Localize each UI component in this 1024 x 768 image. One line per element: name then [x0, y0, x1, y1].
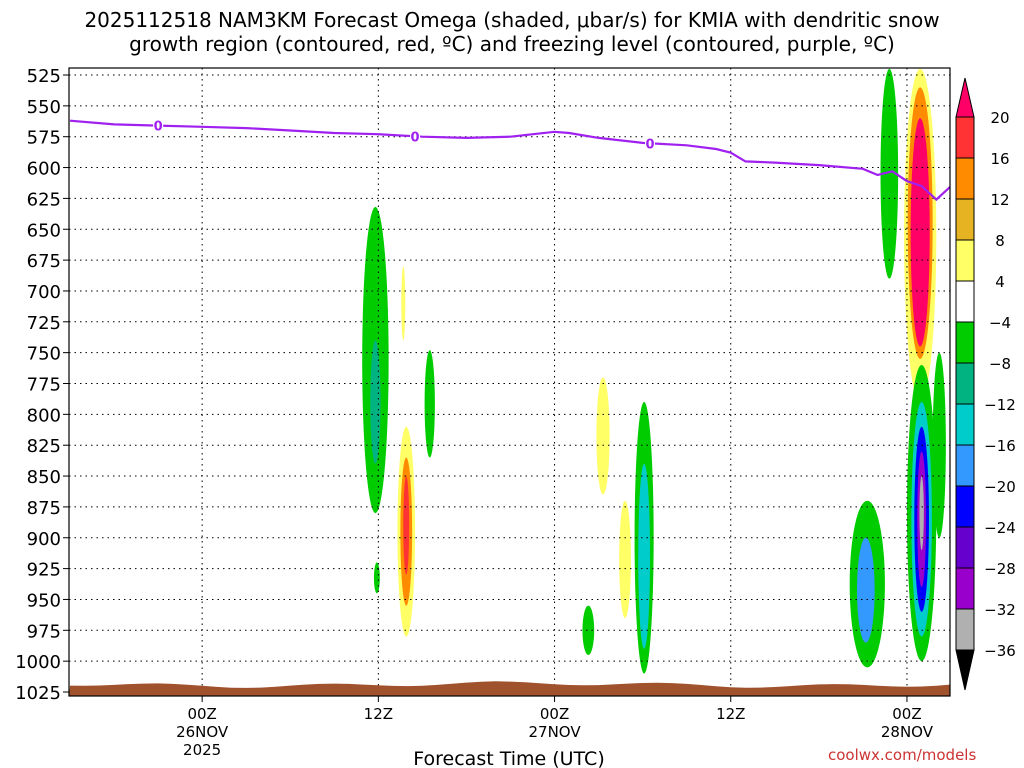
y-tick-label: 675	[27, 251, 61, 272]
y-tick-label: 725	[27, 313, 61, 334]
colorbar-label: −8	[989, 355, 1011, 373]
y-tick-label: 975	[27, 621, 61, 642]
y-tick-label: 800	[27, 405, 61, 426]
x-axis-label: Forecast Time (UTC)	[413, 748, 604, 768]
colorbar-label: 8	[995, 232, 1005, 250]
x-tick-label: 12Z	[364, 705, 393, 723]
omega-uplift-d-mid	[638, 463, 650, 649]
y-tick-label: 850	[27, 467, 61, 488]
colorbar-label: −28	[984, 560, 1016, 578]
credit-text[interactable]: coolwx.com/models	[828, 746, 977, 764]
y-tick-label: 875	[27, 498, 61, 519]
colorbar-label: −12	[984, 396, 1016, 414]
omega-uplift-g	[880, 68, 899, 279]
colorbar-segment	[955, 198, 975, 241]
freezing-level-label: 0	[154, 120, 163, 135]
y-tick-label: 900	[27, 529, 61, 550]
y-tick-label: 925	[27, 560, 61, 581]
colorbar-top-arrow	[955, 77, 975, 118]
colorbar-label: −16	[984, 437, 1016, 455]
x-tick-label: 00Z	[540, 705, 569, 723]
freezing-label-bg	[153, 117, 164, 133]
omega-sink-d	[619, 500, 631, 618]
y-tick-label: 575	[27, 128, 61, 149]
freezing-level-label: 0	[411, 130, 420, 145]
omega-sink-e-core	[910, 118, 930, 347]
colorbar-segment	[955, 362, 975, 405]
colorbar-label: 4	[995, 273, 1005, 291]
colorbar-segment	[955, 157, 975, 200]
colorbar-bottom-arrow	[955, 649, 975, 691]
x-tick-label: 12Z	[716, 705, 745, 723]
omega-uplift-f-mid	[857, 537, 875, 643]
x-tick-label: 00Z	[187, 705, 216, 723]
x-tick-label: 26NOV	[176, 723, 229, 741]
colorbar-segment	[955, 239, 975, 282]
plot-area	[69, 68, 950, 696]
colorbar-label: −24	[984, 519, 1016, 537]
colorbar-segment	[955, 608, 975, 651]
chart-title-line2: growth region (contoured, red, ºC) and f…	[129, 32, 895, 56]
freezing-level-line	[69, 119, 950, 202]
freezing-label-bg	[644, 135, 655, 151]
omega-uplift-e	[582, 605, 595, 655]
y-tick-label: 1025	[15, 683, 61, 704]
y-tick-label: 625	[27, 189, 61, 210]
y-tick-label: 825	[27, 436, 61, 457]
colorbar-label: −32	[984, 601, 1016, 619]
plot-frame	[68, 67, 951, 697]
colorbar-label: −4	[989, 314, 1011, 332]
y-tick-label: 600	[27, 159, 61, 180]
x-tick-label: 2025	[183, 741, 221, 759]
omega-uplift-h-peak	[919, 476, 924, 551]
y-tick-label: 700	[27, 282, 61, 303]
x-tick-label: 00Z	[892, 705, 921, 723]
y-tick-label: 550	[27, 97, 61, 118]
colorbar-segment	[955, 116, 975, 159]
colorbar-label: 20	[990, 109, 1009, 127]
y-tick-label: 750	[27, 344, 61, 365]
omega-uplift-c	[373, 562, 380, 594]
freezing-label-bg	[410, 128, 421, 144]
colorbar-segment	[955, 485, 975, 528]
y-tick-label: 1000	[15, 652, 61, 673]
y-tick-label: 525	[27, 66, 61, 87]
colorbar-segment	[955, 526, 975, 569]
omega-uplift-b	[424, 350, 435, 458]
colorbar-segment	[955, 280, 975, 323]
x-tick-label: 28NOV	[881, 723, 934, 741]
omega-sink-a-core	[403, 476, 410, 575]
colorbar-label: 12	[990, 191, 1009, 209]
colorbar-segment	[955, 567, 975, 610]
colorbar-label: 16	[990, 150, 1009, 168]
colorbar-segment	[955, 444, 975, 487]
y-tick-label: 650	[27, 220, 61, 241]
y-tick-label: 775	[27, 375, 61, 396]
chart-title-line1: 2025112518 NAM3KM Forecast Omega (shaded…	[84, 8, 940, 32]
colorbar-label: −20	[984, 478, 1016, 496]
x-tick-label: 27NOV	[528, 723, 581, 741]
omega-sink-c	[596, 377, 610, 495]
colorbar-segment	[955, 321, 975, 364]
freezing-level-label: 0	[645, 137, 654, 152]
omega-sink-b	[401, 266, 406, 341]
terrain-band	[69, 681, 950, 696]
y-tick-label: 950	[27, 590, 61, 611]
colorbar-label: −36	[984, 642, 1016, 660]
colorbar-segment	[955, 403, 975, 446]
